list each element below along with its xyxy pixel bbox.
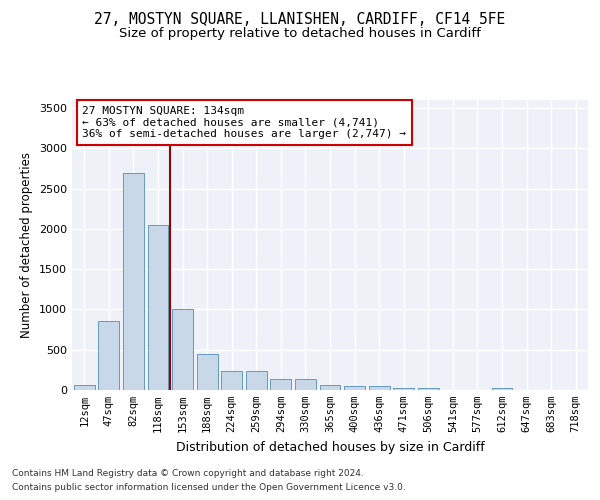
Y-axis label: Number of detached properties: Number of detached properties xyxy=(20,152,34,338)
Bar xyxy=(320,385,340,390)
Bar xyxy=(148,225,169,390)
Text: Contains HM Land Registry data © Crown copyright and database right 2024.: Contains HM Land Registry data © Crown c… xyxy=(12,468,364,477)
Bar xyxy=(123,172,144,390)
Bar xyxy=(221,372,242,390)
Bar xyxy=(271,379,292,390)
Bar xyxy=(197,354,218,390)
Bar xyxy=(172,308,193,390)
Bar xyxy=(368,386,389,390)
Bar xyxy=(246,372,267,390)
Bar xyxy=(295,379,316,390)
Bar xyxy=(393,388,414,390)
Text: Size of property relative to detached houses in Cardiff: Size of property relative to detached ho… xyxy=(119,28,481,40)
Bar xyxy=(418,388,439,390)
X-axis label: Distribution of detached houses by size in Cardiff: Distribution of detached houses by size … xyxy=(176,440,484,454)
Bar xyxy=(344,386,365,390)
Bar xyxy=(491,388,512,390)
Bar xyxy=(98,320,119,390)
Text: 27 MOSTYN SQUARE: 134sqm
← 63% of detached houses are smaller (4,741)
36% of sem: 27 MOSTYN SQUARE: 134sqm ← 63% of detach… xyxy=(82,106,406,139)
Bar xyxy=(74,385,95,390)
Text: 27, MOSTYN SQUARE, LLANISHEN, CARDIFF, CF14 5FE: 27, MOSTYN SQUARE, LLANISHEN, CARDIFF, C… xyxy=(94,12,506,28)
Text: Contains public sector information licensed under the Open Government Licence v3: Contains public sector information licen… xyxy=(12,484,406,492)
